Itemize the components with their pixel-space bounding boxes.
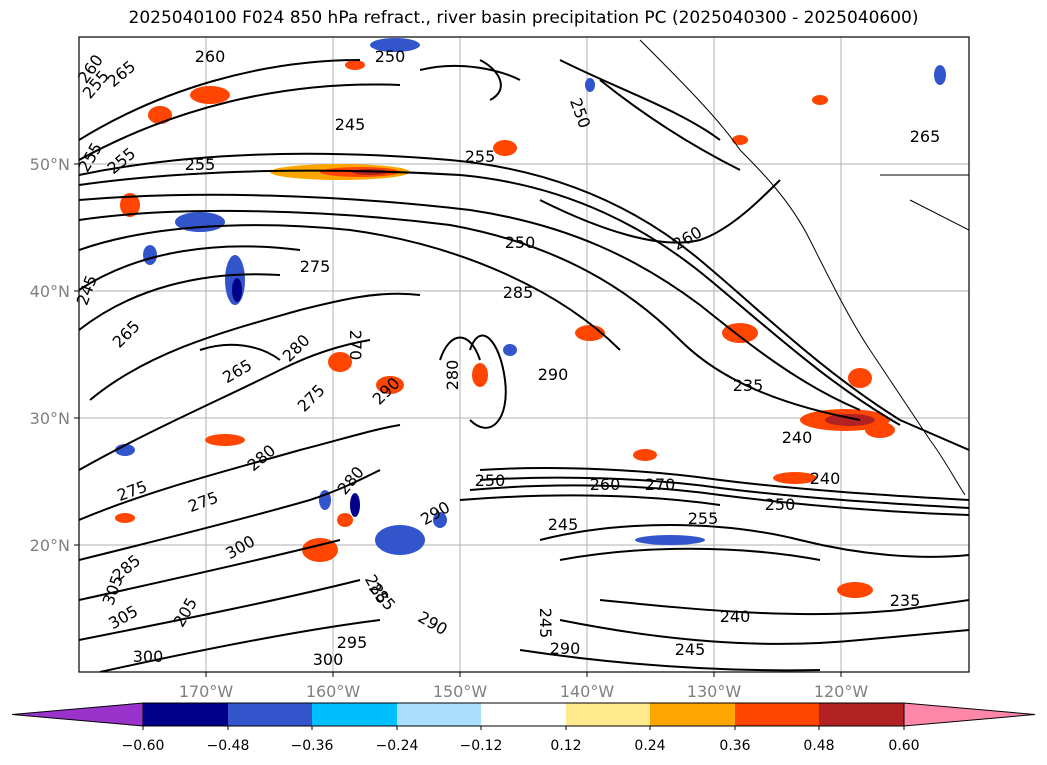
- contour-label: 255: [185, 155, 216, 174]
- contour-label: 250: [765, 495, 796, 514]
- lon-label: 130°W: [687, 682, 742, 701]
- contour-label: 300: [313, 650, 344, 669]
- contour-label: 255: [465, 147, 496, 166]
- colorbar: [11, 702, 1036, 727]
- contour-label: 250: [505, 233, 536, 252]
- contour-label: 255: [688, 509, 719, 528]
- contour-label: 265: [910, 127, 941, 146]
- colorbar-swatch: [819, 703, 904, 726]
- contour-label: 250: [375, 47, 406, 66]
- contour-label: 240: [810, 469, 841, 488]
- colorbar-tick-label: 0.36: [719, 738, 750, 754]
- colorbar-tick-label: 0.48: [803, 738, 834, 754]
- lon-label: 150°W: [433, 682, 488, 701]
- colorbar-tick-label: −0.12: [460, 738, 503, 754]
- lat-label: 40°N: [30, 282, 70, 301]
- chart-title: 2025040100 F024 850 hPa refract., river …: [128, 8, 919, 28]
- colorbar-swatch: [397, 703, 481, 726]
- colorbar-swatch: [143, 703, 228, 726]
- colorbar-swatch: [650, 703, 735, 726]
- plot-area: [79, 37, 969, 672]
- colorbar-tick-label: 0.60: [888, 738, 919, 754]
- plot-frame: [78, 36, 970, 673]
- colorbar-swatch: [481, 703, 566, 726]
- colorbar-tick-label: −0.48: [207, 738, 250, 754]
- contour-label: 280: [443, 360, 462, 391]
- refractivity-contours: [79, 59, 969, 672]
- contour-label: 295: [337, 633, 368, 652]
- colorbar-swatch: [735, 703, 819, 726]
- contour-label: 245: [335, 115, 366, 134]
- lat-label: 30°N: [30, 409, 70, 428]
- lat-label: 50°N: [30, 155, 70, 174]
- contour-label: 270: [645, 475, 676, 494]
- contour-label: 245: [548, 515, 579, 534]
- precipitation-shading: [115, 38, 946, 598]
- lon-label: 160°W: [306, 682, 361, 701]
- coastline: [639, 39, 969, 496]
- contour-label: 235: [890, 591, 921, 610]
- colorbar-tick-label: −0.60: [122, 738, 165, 754]
- contour-label: 245: [675, 640, 706, 659]
- contour-label: 240: [782, 428, 813, 447]
- contour-label: 275: [300, 257, 331, 276]
- colorbar-tick-label: 0.24: [634, 738, 665, 754]
- colorbar-swatch: [566, 703, 650, 726]
- lat-label: 20°N: [30, 536, 70, 555]
- contour-label: 285: [503, 283, 534, 302]
- contour-label: 240: [720, 607, 751, 626]
- contour-label: 245: [536, 608, 555, 639]
- colorbar-extend-high: [903, 702, 1036, 727]
- lon-label: 120°W: [814, 682, 869, 701]
- colorbar-swatch: [228, 703, 312, 726]
- contour-label: 260: [590, 475, 621, 494]
- contour-label: 260: [195, 47, 226, 66]
- lon-label: 170°W: [179, 682, 234, 701]
- colorbar-extend-low: [11, 702, 144, 727]
- colorbar-frame: [142, 702, 905, 727]
- latitude-labels: 50°N 40°N 30°N 20°N: [30, 155, 79, 555]
- colorbar-swatch: [312, 703, 397, 726]
- contour-label: 235: [733, 376, 764, 395]
- colorbar-ticks: −0.60 −0.48 −0.36 −0.24 −0.12 0.12 0.24 0.36 0.4…: [122, 726, 920, 754]
- longitude-labels: 170°W 160°W 150°W 140°W 130°W 120°W: [179, 672, 869, 701]
- contour-label: 290: [550, 639, 581, 658]
- colorbar-tick-label: 0.12: [550, 738, 581, 754]
- contour-label: 270: [346, 330, 365, 361]
- colorbar-tick-label: −0.36: [291, 738, 334, 754]
- contour-label: 300: [133, 647, 164, 666]
- lon-label: 140°W: [560, 682, 615, 701]
- contour-label: 250: [475, 471, 506, 490]
- contour-label: 290: [538, 365, 569, 384]
- colorbar-tick-label: −0.24: [376, 738, 419, 754]
